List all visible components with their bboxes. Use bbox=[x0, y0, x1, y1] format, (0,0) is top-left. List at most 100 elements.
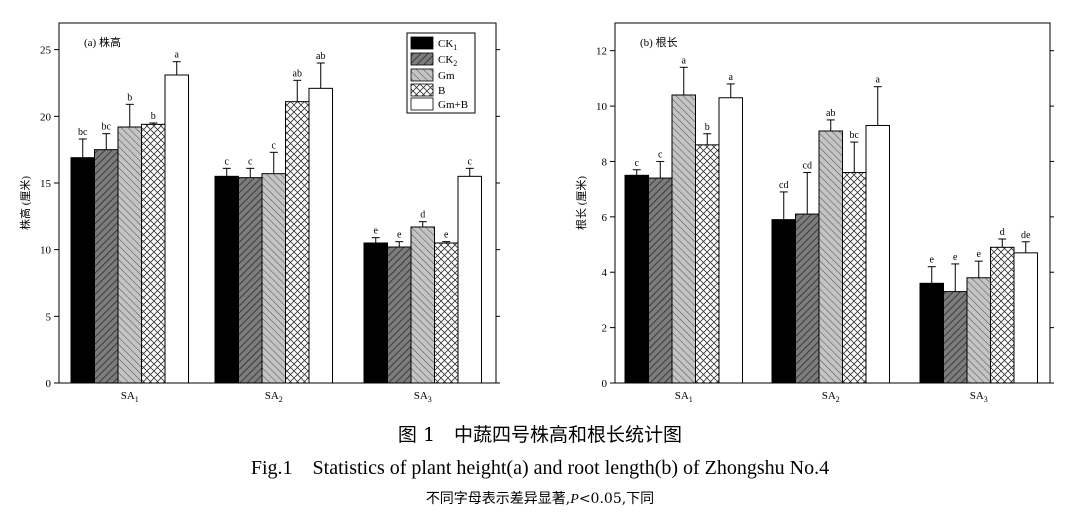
bar-gm-b bbox=[865, 124, 890, 384]
legend-swatch-gm bbox=[410, 68, 434, 82]
significance-letter: bc bbox=[102, 122, 112, 133]
significance-letter: e bbox=[977, 249, 982, 260]
significance-letter: b bbox=[151, 111, 156, 122]
bar-b bbox=[990, 246, 1015, 384]
x-category-label: SA3 bbox=[414, 390, 432, 404]
bar-ck1 bbox=[363, 242, 388, 384]
x-category-label: SA2 bbox=[265, 390, 283, 404]
x-category-base: SA bbox=[822, 390, 836, 402]
y-tick-label: 5 bbox=[46, 311, 52, 323]
y-tick-label: 4 bbox=[602, 267, 608, 279]
chart-legend: CK1 CK2 Gm B Gm+B bbox=[406, 32, 476, 114]
significance-letter: e bbox=[397, 230, 402, 241]
significance-letter: e bbox=[444, 230, 449, 241]
significance-letter: e bbox=[374, 226, 379, 237]
bar-b bbox=[842, 172, 867, 384]
bar-ck1 bbox=[771, 219, 796, 384]
significance-letter: a bbox=[175, 50, 180, 61]
bar-gm bbox=[818, 130, 843, 384]
x-category-label: SA3 bbox=[970, 390, 988, 404]
bar-gm-b bbox=[1013, 252, 1038, 384]
x-category-sub: 1 bbox=[689, 395, 693, 404]
caption-note: 不同字母表示差异显著,P<0.05,下同 bbox=[0, 488, 1080, 511]
significance-letter: e bbox=[930, 255, 935, 266]
panel-label: (a) 株高 bbox=[84, 35, 121, 49]
x-category-sub: 3 bbox=[428, 395, 432, 404]
significance-letter: a bbox=[682, 55, 687, 66]
legend-swatch-gmb bbox=[410, 97, 434, 111]
significance-letter: bc bbox=[78, 127, 88, 138]
bar-ck2 bbox=[387, 246, 412, 384]
bar-ck1 bbox=[624, 174, 649, 384]
legend-label-ck2: CK2 bbox=[438, 54, 457, 68]
bar-b bbox=[434, 242, 459, 384]
bar-gm-b bbox=[308, 87, 333, 384]
caption-note-post: <0.05,下同 bbox=[578, 491, 655, 507]
significance-letter: c bbox=[225, 156, 230, 167]
y-tick-label: 6 bbox=[602, 212, 608, 224]
caption-chinese: 图 1 中蔬四号株高和根长统计图 bbox=[397, 424, 683, 446]
legend-swatch-b bbox=[410, 83, 434, 97]
caption-english: Fig.1 Statistics of plant height(a) and … bbox=[250, 457, 830, 479]
significance-letter: a bbox=[876, 75, 881, 86]
legend-swatch-ck2 bbox=[410, 52, 434, 66]
y-tick-label: 0 bbox=[602, 378, 608, 390]
x-category-base: SA bbox=[675, 390, 689, 402]
bar-gm bbox=[261, 173, 286, 384]
bar-ck1 bbox=[919, 282, 944, 384]
x-category-sub: 1 bbox=[135, 395, 139, 404]
bar-gm-b bbox=[718, 97, 743, 384]
bar-gm bbox=[671, 94, 696, 384]
x-category-label: SA1 bbox=[121, 390, 139, 404]
significance-letter: c bbox=[248, 156, 253, 167]
bar-gm bbox=[117, 126, 142, 384]
caption-note-pre: 不同字母表示差异显著, bbox=[425, 491, 571, 507]
significance-letter: cd bbox=[803, 161, 812, 172]
x-category-base: SA bbox=[121, 390, 135, 402]
y-tick-label: 10 bbox=[40, 245, 52, 257]
y-tick-label: 15 bbox=[40, 178, 52, 190]
x-category-sub: 2 bbox=[279, 395, 283, 404]
bar-ck2 bbox=[94, 149, 119, 384]
significance-letter: d bbox=[1000, 227, 1005, 238]
x-category-label: SA2 bbox=[822, 390, 840, 404]
significance-letter: c bbox=[272, 140, 277, 151]
significance-letter: c bbox=[658, 149, 663, 160]
x-category-base: SA bbox=[265, 390, 279, 402]
legend-swatch-ck1 bbox=[410, 36, 434, 50]
significance-letter: de bbox=[1021, 230, 1031, 241]
legend-label-ck1: CK1 bbox=[438, 38, 457, 52]
y-tick-label: 2 bbox=[602, 323, 608, 335]
x-category-base: SA bbox=[414, 390, 428, 402]
bar-gm bbox=[410, 226, 435, 384]
x-category-sub: 2 bbox=[836, 395, 840, 404]
bar-b bbox=[695, 144, 720, 384]
significance-letter: a bbox=[729, 72, 734, 83]
bar-ck2 bbox=[943, 291, 968, 384]
significance-letter: e bbox=[953, 252, 958, 263]
bar-b bbox=[285, 101, 310, 384]
y-tick-label: 25 bbox=[40, 45, 52, 57]
y-tick-label: 0 bbox=[46, 378, 52, 390]
significance-letter: b bbox=[127, 92, 132, 103]
y-tick-label: 10 bbox=[596, 101, 608, 113]
significance-letter: cd bbox=[779, 180, 788, 191]
y-axis-label: 株高 (厘米) bbox=[18, 176, 32, 230]
bar-ck2 bbox=[648, 177, 673, 384]
bar-gm-b bbox=[457, 175, 482, 384]
bar-gm bbox=[966, 277, 991, 384]
significance-letter: b bbox=[705, 122, 710, 133]
legend-label-gm: Gm bbox=[438, 70, 455, 82]
x-category-label: SA1 bbox=[675, 390, 693, 404]
bar-ck2 bbox=[795, 213, 820, 384]
significance-letter: d bbox=[420, 210, 425, 221]
y-axis-label: 根长 (厘米) bbox=[574, 176, 588, 230]
legend-label-b: B bbox=[438, 85, 445, 97]
panel-label: (b) 根长 bbox=[640, 35, 678, 49]
y-tick-label: 12 bbox=[596, 46, 607, 58]
bar-b bbox=[141, 123, 166, 384]
bar-ck1 bbox=[214, 175, 239, 384]
